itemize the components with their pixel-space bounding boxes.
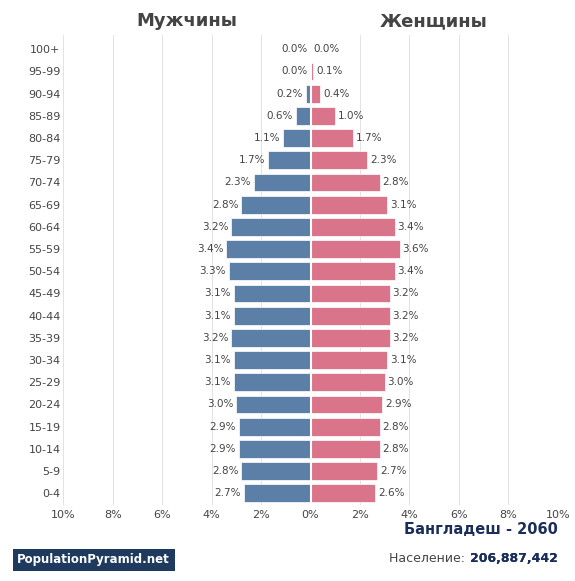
Bar: [310, 240, 400, 258]
Bar: [310, 63, 313, 80]
Text: Мужчины: Мужчины: [136, 12, 237, 30]
Text: 0.0%: 0.0%: [313, 44, 340, 54]
Text: 1.7%: 1.7%: [239, 155, 266, 165]
Bar: [310, 396, 382, 413]
Text: 1.7%: 1.7%: [355, 133, 382, 143]
Text: 3.1%: 3.1%: [204, 311, 231, 321]
Bar: [310, 129, 352, 147]
Text: 3.2%: 3.2%: [393, 311, 419, 321]
Text: 1.0%: 1.0%: [338, 111, 365, 121]
Bar: [242, 462, 310, 480]
Bar: [269, 152, 311, 169]
Text: 3.1%: 3.1%: [390, 200, 417, 210]
Text: 206,887,442: 206,887,442: [470, 552, 558, 565]
Text: 2.3%: 2.3%: [370, 155, 397, 165]
Text: 3.4%: 3.4%: [397, 266, 424, 277]
Bar: [310, 218, 394, 236]
Text: 0.6%: 0.6%: [266, 111, 293, 121]
Text: 3.1%: 3.1%: [390, 355, 417, 365]
Text: 3.0%: 3.0%: [388, 377, 414, 388]
Text: 2.3%: 2.3%: [224, 177, 251, 188]
Bar: [310, 462, 377, 480]
Text: 0.0%: 0.0%: [281, 44, 308, 54]
Text: 0.4%: 0.4%: [323, 89, 350, 99]
Bar: [310, 174, 380, 191]
Bar: [231, 218, 310, 236]
Text: 3.2%: 3.2%: [393, 333, 419, 343]
Bar: [296, 107, 310, 125]
Text: Женщины: Женщины: [380, 12, 488, 30]
Text: 3.0%: 3.0%: [207, 400, 233, 410]
Text: 3.2%: 3.2%: [393, 289, 419, 299]
Text: 2.9%: 2.9%: [385, 400, 412, 410]
Text: Бангладеш - 2060: Бангладеш - 2060: [404, 522, 558, 537]
Text: 3.1%: 3.1%: [204, 355, 231, 365]
Bar: [283, 129, 311, 147]
Bar: [310, 152, 367, 169]
Bar: [310, 329, 390, 347]
Text: 3.4%: 3.4%: [197, 244, 224, 254]
Bar: [227, 240, 310, 258]
Text: 2.9%: 2.9%: [209, 422, 236, 432]
Bar: [310, 307, 390, 325]
Bar: [310, 351, 387, 369]
Bar: [310, 440, 380, 458]
Bar: [310, 418, 380, 436]
Text: 3.2%: 3.2%: [202, 333, 228, 343]
Bar: [236, 396, 310, 413]
Bar: [305, 85, 310, 103]
Bar: [244, 485, 310, 502]
Bar: [310, 196, 387, 214]
Text: 2.9%: 2.9%: [209, 444, 236, 454]
Text: 2.8%: 2.8%: [383, 422, 409, 432]
Bar: [239, 440, 310, 458]
Text: 1.1%: 1.1%: [254, 133, 281, 143]
Text: PopulationPyramid.net: PopulationPyramid.net: [17, 554, 170, 566]
Bar: [310, 85, 320, 103]
Bar: [234, 374, 310, 391]
Bar: [254, 174, 310, 191]
Bar: [242, 196, 310, 214]
Text: 2.8%: 2.8%: [212, 466, 238, 476]
Text: 3.4%: 3.4%: [397, 222, 424, 232]
Text: 2.6%: 2.6%: [378, 488, 404, 498]
Bar: [234, 307, 310, 325]
Text: 3.2%: 3.2%: [202, 222, 228, 232]
Text: 206,887,442: 206,887,442: [470, 552, 558, 565]
Text: 2.8%: 2.8%: [383, 444, 409, 454]
Text: 2.7%: 2.7%: [214, 488, 241, 498]
Bar: [310, 374, 385, 391]
Bar: [234, 351, 310, 369]
Text: 2.7%: 2.7%: [380, 466, 407, 476]
Text: 3.3%: 3.3%: [200, 266, 226, 277]
Text: 3.1%: 3.1%: [204, 289, 231, 299]
Bar: [310, 485, 375, 502]
Bar: [229, 263, 310, 280]
Bar: [310, 285, 390, 302]
Text: 3.1%: 3.1%: [204, 377, 231, 388]
Text: 2.8%: 2.8%: [383, 177, 409, 188]
Text: 0.0%: 0.0%: [281, 66, 308, 77]
Text: 0.2%: 0.2%: [276, 89, 302, 99]
Text: 2.8%: 2.8%: [212, 200, 238, 210]
Text: 0.1%: 0.1%: [316, 66, 342, 77]
Text: 3.6%: 3.6%: [402, 244, 429, 254]
Bar: [239, 418, 310, 436]
Bar: [310, 263, 394, 280]
Bar: [234, 285, 310, 302]
Text: Население:: Население:: [389, 552, 469, 565]
Bar: [231, 329, 310, 347]
Bar: [310, 107, 335, 125]
